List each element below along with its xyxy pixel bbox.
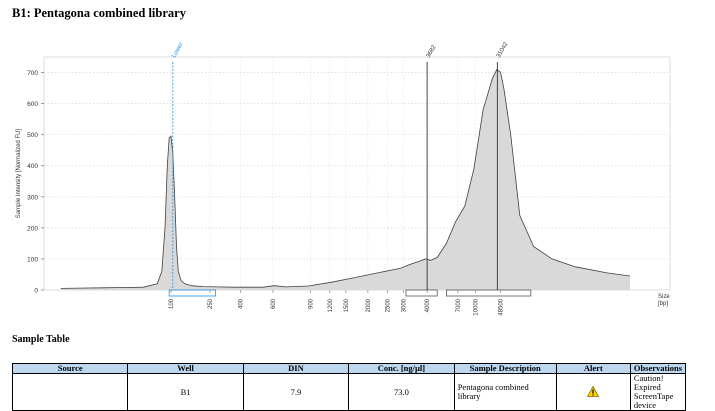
column-header-conc: Conc. [ng/µl]	[348, 363, 455, 374]
warning-icon	[587, 385, 600, 397]
y-tick-label: 400	[27, 163, 38, 170]
column-header-observations: Observations	[629, 363, 687, 374]
y-tick-label: 200	[27, 225, 38, 232]
y-tick-label: 500	[27, 132, 38, 139]
cell-alert	[555, 373, 631, 411]
page-title: B1: Pentagona combined library	[12, 6, 186, 20]
table-row[interactable]: B1 7.9 73.0 Pentagona combined library C…	[11, 373, 687, 411]
x-tick-label: 4000	[425, 298, 431, 312]
x-axis-label: Size	[658, 294, 670, 300]
peak-marker-label: Lower	[171, 42, 184, 59]
electropherogram-chart: 0 100 200 300 400 500 600 700 Sample Intensity […	[16, 41, 671, 316]
trace-line	[60, 68, 631, 289]
x-tick-label: 7000	[456, 298, 462, 312]
y-tick-label: 0	[34, 288, 38, 295]
x-tick-label: 900	[309, 298, 315, 309]
x-axis-unit: [bp]	[658, 301, 668, 307]
peak-region-box	[168, 289, 216, 297]
cell-source	[11, 373, 129, 411]
cell-conc: 73.0	[348, 373, 455, 411]
x-tick-label: 600	[271, 298, 277, 309]
y-axis-label: Sample Intensity [Normalized FU]	[16, 128, 22, 218]
sample-table: Source Well DIN Conc. [ng/µl] Sample Des…	[11, 363, 687, 411]
cell-well: B1	[127, 373, 244, 411]
peak-marker-label: 31042	[496, 41, 510, 59]
cell-description: Pentagona combined library	[453, 373, 557, 411]
column-header-din: DIN	[242, 363, 350, 374]
sample-table-header-row: Source Well DIN Conc. [ng/µl] Sample Des…	[11, 363, 687, 374]
x-tick-label: 2000	[366, 298, 372, 312]
peak-region-box	[405, 289, 438, 297]
plot-area	[43, 56, 671, 291]
x-tick-label: 1500	[344, 298, 350, 312]
y-tick-label: 100	[27, 256, 38, 263]
column-header-alert: Alert	[555, 363, 631, 374]
column-header-source: Source	[11, 363, 129, 374]
cell-observations: Caution! Expired ScreenTape device	[629, 373, 687, 411]
column-header-description: Sample Description	[453, 363, 557, 374]
x-tick-label: 250	[208, 298, 214, 309]
trace-area	[60, 69, 631, 291]
x-tick-label: 2500	[386, 298, 392, 312]
cell-din: 7.9	[242, 373, 350, 411]
column-header-well: Well	[127, 363, 244, 374]
x-tick-label: 10000	[473, 298, 479, 315]
sample-table-heading: Sample Table	[12, 334, 70, 345]
x-tick-label: 1200	[328, 298, 334, 312]
x-tick-label: 48500	[499, 298, 505, 315]
x-tick-label: 400	[238, 298, 244, 309]
y-tick-label: 600	[27, 101, 38, 108]
peak-region-box	[445, 289, 532, 297]
x-tick-label: 100	[169, 298, 175, 309]
x-tick-label: 3000	[401, 298, 407, 312]
y-tick-label: 300	[27, 194, 38, 201]
y-tick-label: 700	[27, 70, 38, 77]
